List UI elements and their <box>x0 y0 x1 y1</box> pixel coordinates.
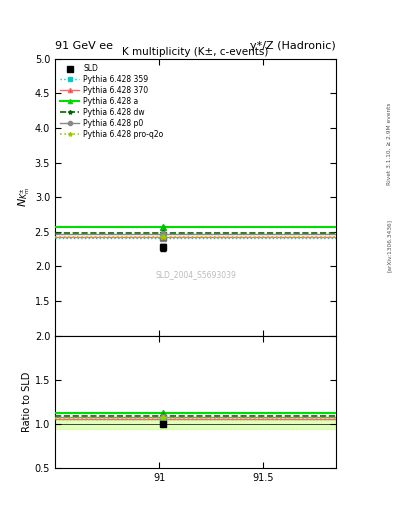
Text: SLD_2004_S5693039: SLD_2004_S5693039 <box>155 270 236 279</box>
Text: 91 GeV ee: 91 GeV ee <box>55 41 113 51</box>
Text: Rivet 3.1.10, ≥ 2.9M events: Rivet 3.1.10, ≥ 2.9M events <box>387 102 392 185</box>
Bar <box>55 420 336 429</box>
Legend: SLD, Pythia 6.428 359, Pythia 6.428 370, Pythia 6.428 a, Pythia 6.428 dw, Pythia: SLD, Pythia 6.428 359, Pythia 6.428 370,… <box>59 62 165 140</box>
Text: [arXiv:1306.3436]: [arXiv:1306.3436] <box>387 219 392 272</box>
Y-axis label: Ratio to SLD: Ratio to SLD <box>22 372 32 432</box>
Y-axis label: $N_{K^{\pm}_m}$: $N_{K^{\pm}_m}$ <box>16 187 32 207</box>
Text: γ*/Z (Hadronic): γ*/Z (Hadronic) <box>250 41 336 51</box>
Title: K multiplicity (K±, c-events): K multiplicity (K±, c-events) <box>122 47 269 57</box>
